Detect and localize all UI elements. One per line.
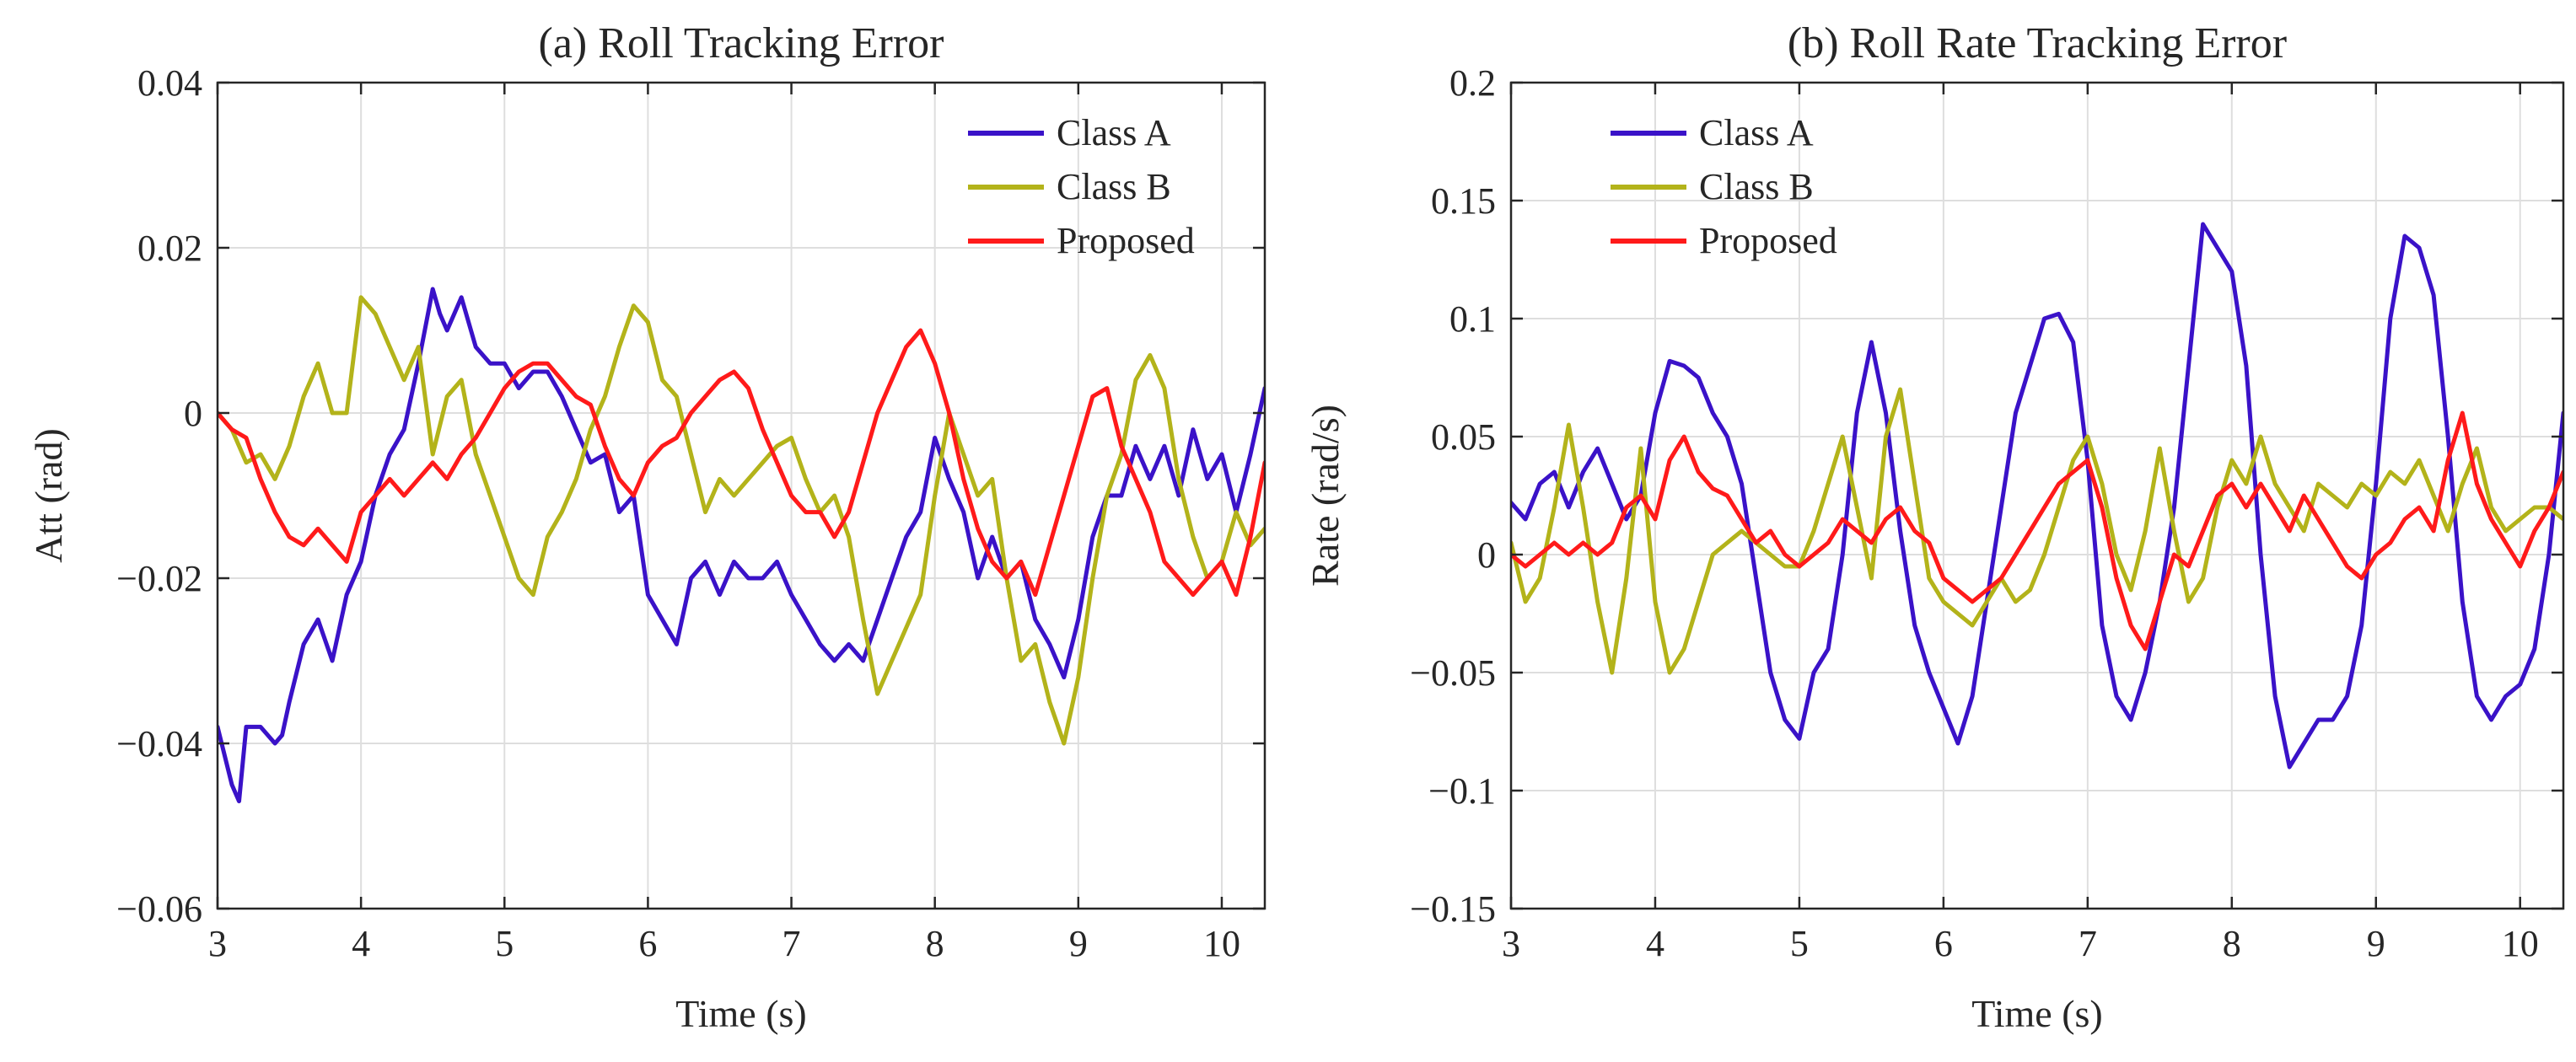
x-tick-label: 7: [2079, 923, 2097, 964]
y-tick-label: 0: [1477, 534, 1496, 576]
x-axis-label: Time (s): [1971, 992, 2103, 1035]
x-tick-label: 7: [782, 923, 801, 964]
y-tick-label: 0: [184, 393, 202, 434]
y-tick-label: −0.02: [116, 558, 202, 599]
x-tick-label: 6: [638, 923, 657, 964]
y-tick-label: −0.1: [1428, 770, 1496, 812]
y-tick-label: 0.2: [1449, 62, 1496, 104]
legend-label-class-a: Class A: [1057, 112, 1171, 153]
y-axis-label: Rate (rad/s): [1304, 405, 1347, 587]
series-line-class-b: [1511, 387, 2563, 675]
plot-area: [218, 83, 1265, 909]
x-tick-label: 5: [1790, 923, 1809, 964]
x-tick-label: 8: [2223, 923, 2241, 964]
series-line-class-b: [218, 295, 1265, 746]
x-tick-label: 8: [926, 923, 944, 964]
series-line-proposed: [1511, 410, 2563, 652]
panel-a-roll-tracking-error: 3 4 5 6 7 8 9 10 −0.06 −0.04 −0.02 0 0.02 0.04 (a) Rol…: [27, 19, 1266, 1035]
axes-box: [216, 81, 1266, 910]
y-tick-label: −0.04: [116, 723, 202, 764]
x-tick-label: 9: [1069, 923, 1088, 964]
y-tick-label: 0.05: [1431, 416, 1496, 458]
y-axis-label: Att (rad): [27, 428, 70, 563]
x-tick-label: 6: [1934, 923, 1953, 964]
series-line-class-a: [218, 287, 1265, 804]
x-tick-label: 10: [1203, 923, 1240, 964]
x-tick-label: 5: [495, 923, 514, 964]
x-tick-label: 4: [352, 923, 370, 964]
legend-label-class-b: Class B: [1057, 166, 1171, 207]
legend-label-proposed: Proposed: [1699, 220, 1837, 261]
legend-label-class-b: Class B: [1699, 166, 1814, 207]
y-tick-label: 0.15: [1431, 180, 1496, 222]
axes-box: [1509, 81, 2565, 910]
series-group: [218, 287, 1265, 804]
x-tick-label: 10: [2502, 923, 2539, 964]
chart-title: (a) Roll Tracking Error: [539, 19, 944, 67]
y-tick-label: −0.05: [1410, 652, 1496, 694]
series-group: [1511, 222, 2563, 770]
x-tick-label: 3: [1502, 923, 1520, 964]
x-axis-label: Time (s): [675, 992, 807, 1035]
legend: Class A Class B Proposed: [1611, 112, 1837, 261]
panel-b-roll-rate-tracking-error: 3 4 5 6 7 8 9 10 −0.15 −0.1 −0.05 0 0.05 0.1 0.15 0.2 (b…: [1304, 19, 2565, 1035]
x-tick-label: 9: [2367, 923, 2385, 964]
y-tick-label: 0.1: [1449, 298, 1496, 340]
legend-label-class-a: Class A: [1699, 112, 1814, 153]
y-tick-label: 0.02: [137, 228, 202, 269]
x-tick-label: 3: [208, 923, 227, 964]
legend-label-proposed: Proposed: [1057, 220, 1195, 261]
y-tick-label: −0.15: [1410, 888, 1496, 930]
x-tick-label: 4: [1646, 923, 1664, 964]
chart-title: (b) Roll Rate Tracking Error: [1788, 19, 2287, 67]
y-tick-label: 0.04: [137, 62, 202, 104]
legend: Class A Class B Proposed: [968, 112, 1195, 261]
series-line-class-a: [1511, 222, 2563, 770]
y-tick-label: −0.06: [116, 888, 202, 930]
plot-area: [1511, 83, 2563, 909]
series-line-proposed: [218, 328, 1265, 598]
